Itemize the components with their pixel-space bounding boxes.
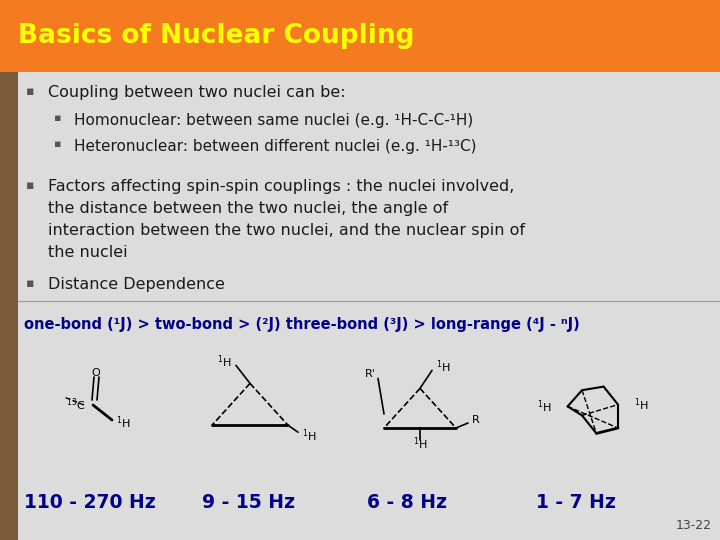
Text: ▪: ▪ <box>26 179 35 192</box>
Text: 110 - 270 Hz: 110 - 270 Hz <box>24 492 156 511</box>
Text: $^1$H: $^1$H <box>634 396 649 413</box>
Text: Heteronuclear: between different nuclei (e.g. ¹H-¹³C): Heteronuclear: between different nuclei … <box>74 139 477 154</box>
Text: R': R' <box>365 369 376 380</box>
Text: 13-22: 13-22 <box>676 519 712 532</box>
Text: 1 - 7 Hz: 1 - 7 Hz <box>536 492 616 511</box>
Text: ▪: ▪ <box>26 277 35 290</box>
Text: 6 - 8 Hz: 6 - 8 Hz <box>366 492 447 511</box>
Text: $^1$H: $^1$H <box>413 436 428 453</box>
Text: 9 - 15 Hz: 9 - 15 Hz <box>202 492 295 511</box>
Text: the distance between the two nuclei, the angle of: the distance between the two nuclei, the… <box>48 201 448 216</box>
Text: Distance Dependence: Distance Dependence <box>48 277 225 292</box>
Text: $^1$H: $^1$H <box>116 415 130 431</box>
Text: $^1$H: $^1$H <box>217 353 232 370</box>
Text: Basics of Nuclear Coupling: Basics of Nuclear Coupling <box>18 23 415 49</box>
Bar <box>0 0 720 72</box>
Text: Factors affecting spin-spin couplings : the nuclei involved,: Factors affecting spin-spin couplings : … <box>48 179 514 194</box>
Text: $^1$H: $^1$H <box>302 427 317 443</box>
Text: interaction between the two nuclei, and the nuclear spin of: interaction between the two nuclei, and … <box>48 223 525 238</box>
Text: ▪: ▪ <box>54 113 61 123</box>
Text: ▪: ▪ <box>26 85 35 98</box>
Text: Homonuclear: between same nuclei (e.g. ¹H-C-C-¹H): Homonuclear: between same nuclei (e.g. ¹… <box>74 113 473 128</box>
Text: $^{13}$C: $^{13}$C <box>66 397 86 413</box>
Text: $^1$H: $^1$H <box>537 398 552 415</box>
Text: R: R <box>472 415 480 425</box>
Bar <box>0 72 18 540</box>
Text: ▪: ▪ <box>54 139 61 149</box>
Text: Coupling between two nuclei can be:: Coupling between two nuclei can be: <box>48 85 346 100</box>
Text: the nuclei: the nuclei <box>48 245 127 260</box>
Text: O: O <box>91 368 100 378</box>
Text: one-bond (¹J) > two-bond > (²J) three-bond (³J) > long-range (⁴J - ⁿJ): one-bond (¹J) > two-bond > (²J) three-bo… <box>24 317 580 332</box>
Text: $^1$H: $^1$H <box>436 358 451 375</box>
